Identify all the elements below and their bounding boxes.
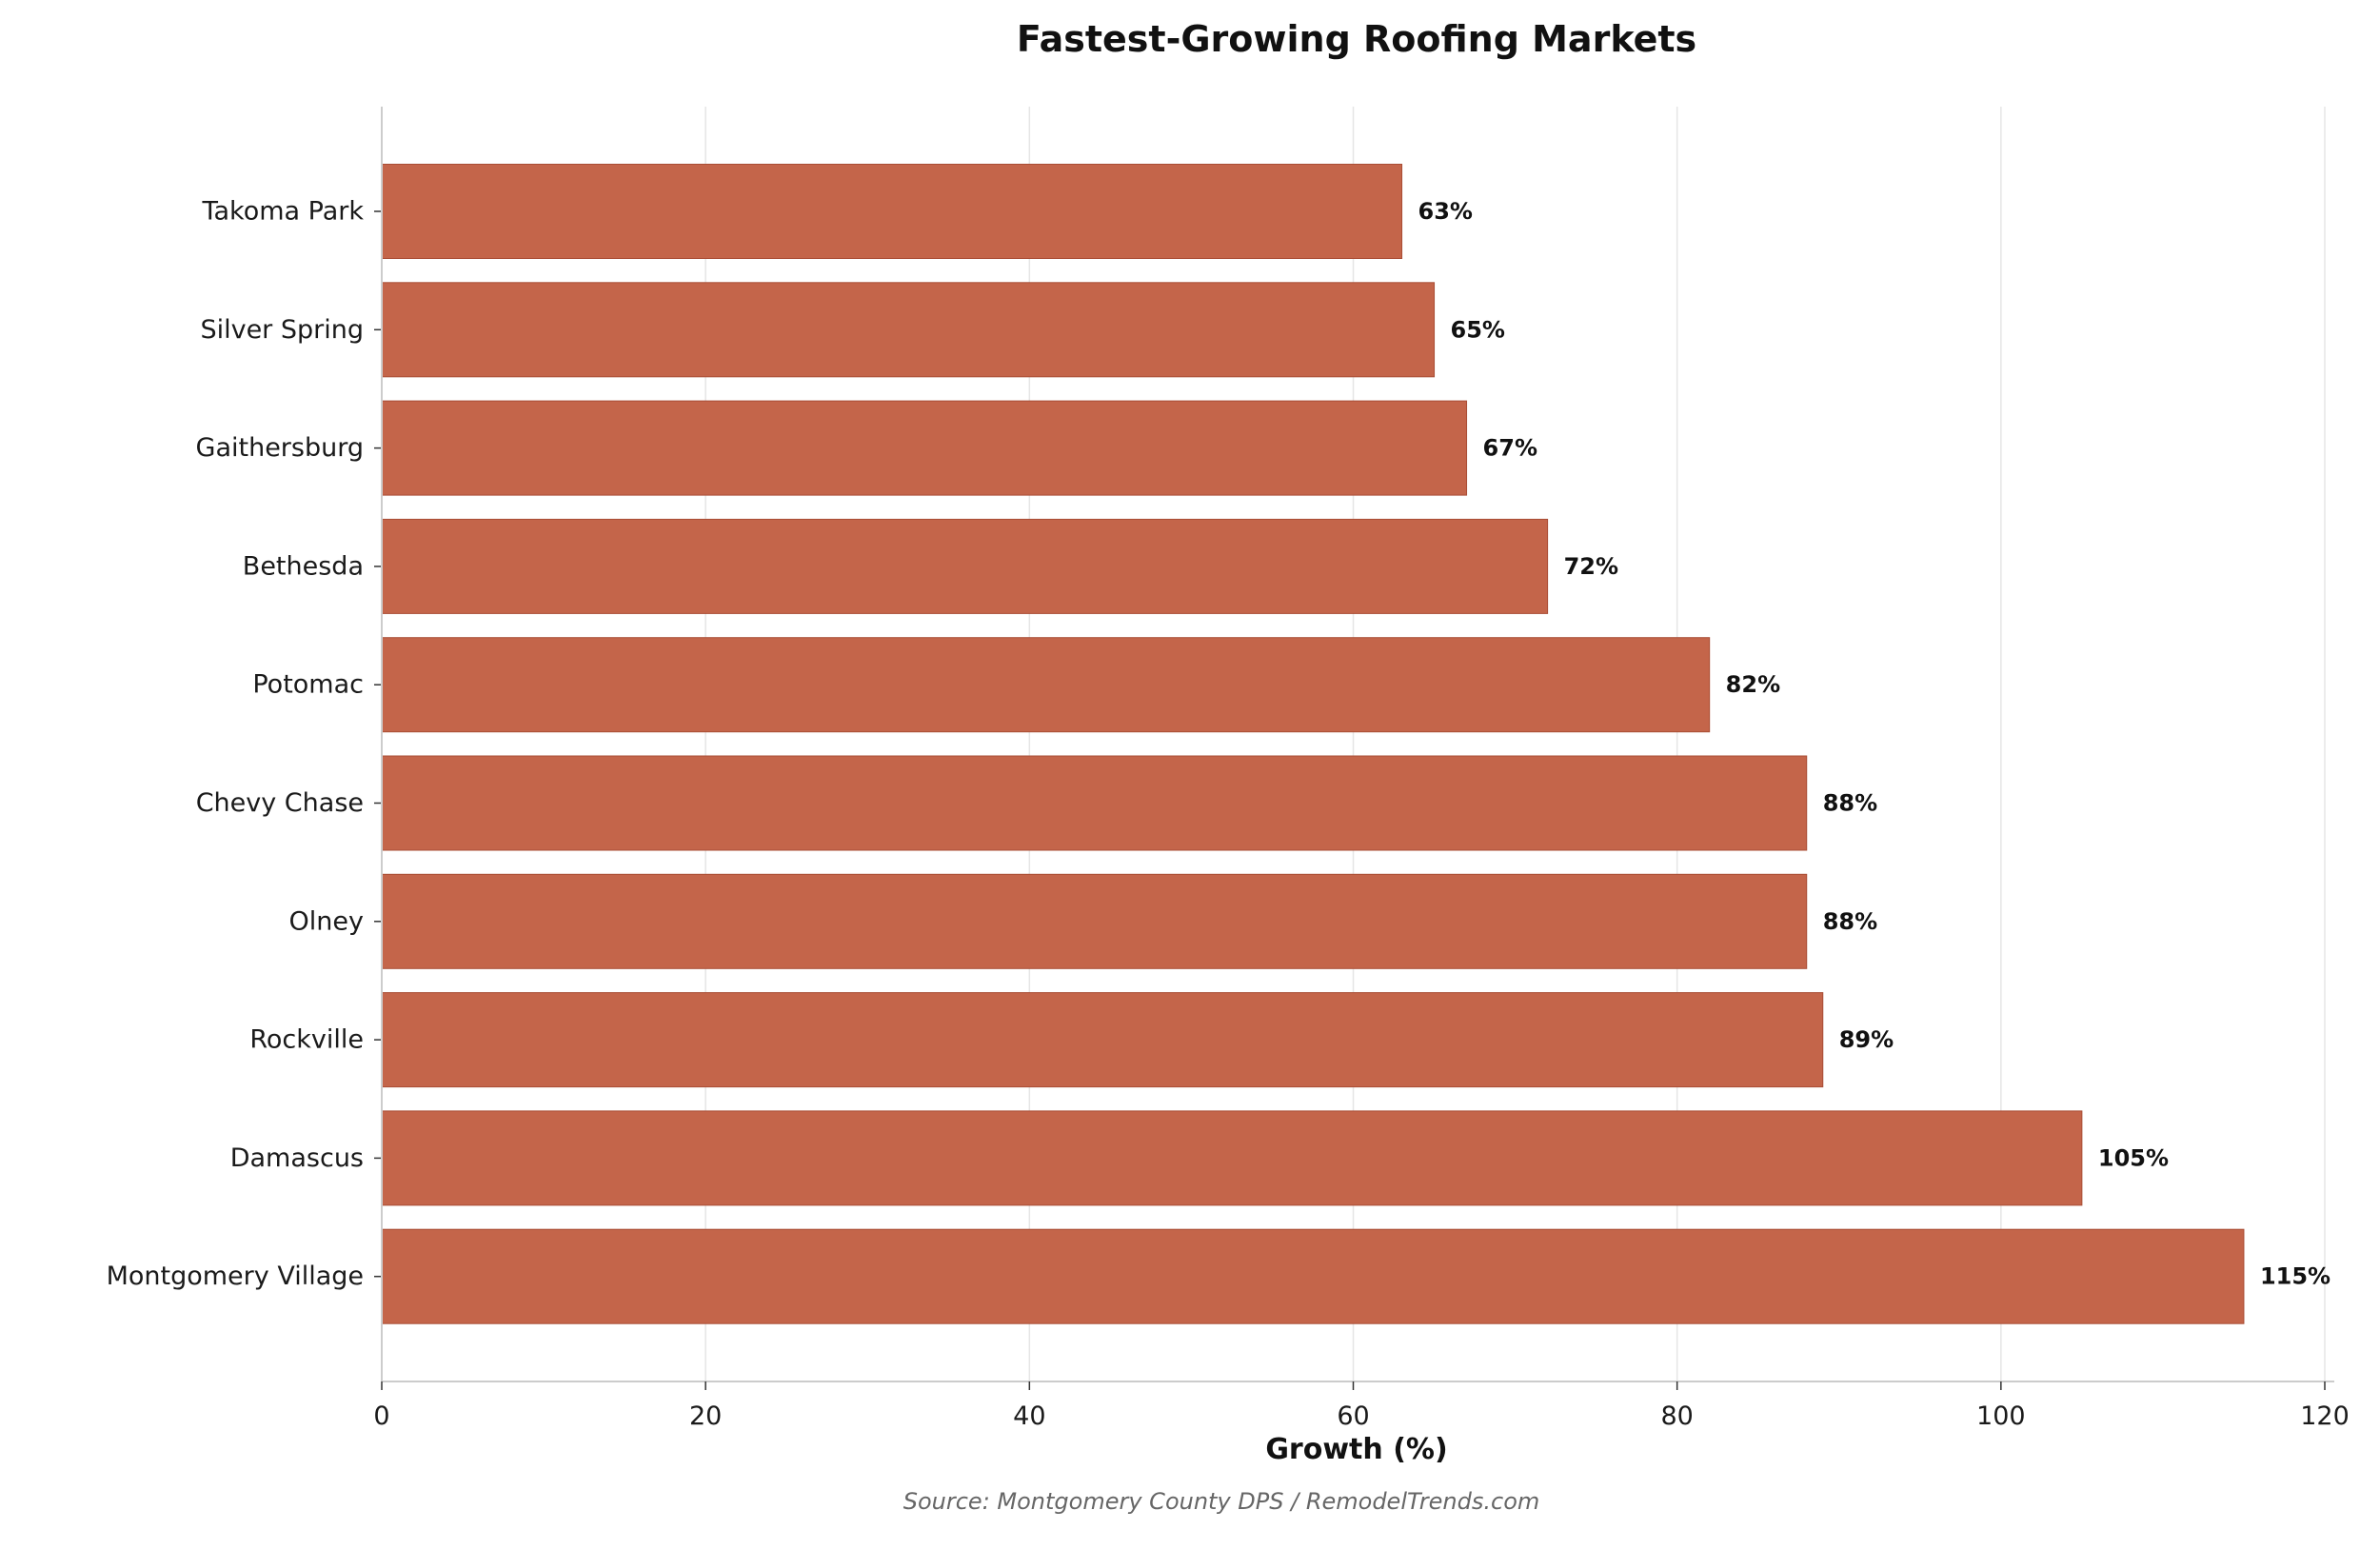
x-tick-label: 20 [689, 1401, 722, 1431]
value-label: 105% [2098, 1144, 2169, 1171]
bar [381, 518, 1549, 614]
x-tick-label: 0 [373, 1401, 389, 1431]
value-label: 65% [1451, 316, 1505, 343]
value-label: 89% [1839, 1026, 1894, 1053]
value-label: 82% [1726, 671, 1780, 698]
bar [381, 282, 1436, 378]
bar [381, 400, 1468, 496]
category-label: Gaithersburg [196, 433, 364, 463]
bar [381, 1110, 2083, 1206]
category-label: Rockville [249, 1025, 364, 1055]
bar [381, 992, 1824, 1088]
value-label: 72% [1564, 553, 1618, 580]
bars [381, 164, 2245, 1324]
value-label: 67% [1483, 435, 1537, 462]
bar [381, 164, 1403, 259]
value-label: 115% [2260, 1263, 2330, 1290]
chart-title: Fastest-Growing Roofing Markets [1017, 18, 1696, 60]
category-label: Bethesda [243, 551, 364, 581]
category-label: Potomac [252, 670, 364, 700]
category-label: Olney [289, 906, 364, 936]
value-label: 88% [1823, 908, 1877, 935]
value-label: 88% [1823, 790, 1877, 817]
bar [381, 873, 1808, 969]
category-label: Takoma Park [201, 197, 364, 227]
x-tick-label: 120 [2300, 1401, 2350, 1431]
bar [381, 755, 1808, 851]
category-label: Silver Spring [200, 315, 364, 345]
x-tick-label: 80 [1660, 1401, 1693, 1431]
source-note: Source: Montgomery County DPS / RemodelT… [903, 1488, 1540, 1515]
x-tick-label: 100 [1976, 1401, 2026, 1431]
axes [374, 107, 2334, 1390]
category-label: Chevy Chase [196, 788, 364, 818]
x-tick-label: 60 [1337, 1401, 1369, 1431]
bar [381, 637, 1711, 733]
labels: Takoma Park 63% Silver Spring 65% Gaithersbu… [107, 197, 2350, 1432]
x-axis-title: Growth (%) [1265, 1433, 1447, 1466]
value-label: 63% [1418, 198, 1473, 225]
category-label: Montgomery Village [107, 1262, 364, 1291]
category-label: Damascus [230, 1143, 364, 1173]
bar [381, 1228, 2245, 1324]
x-tick-label: 40 [1013, 1401, 1045, 1431]
